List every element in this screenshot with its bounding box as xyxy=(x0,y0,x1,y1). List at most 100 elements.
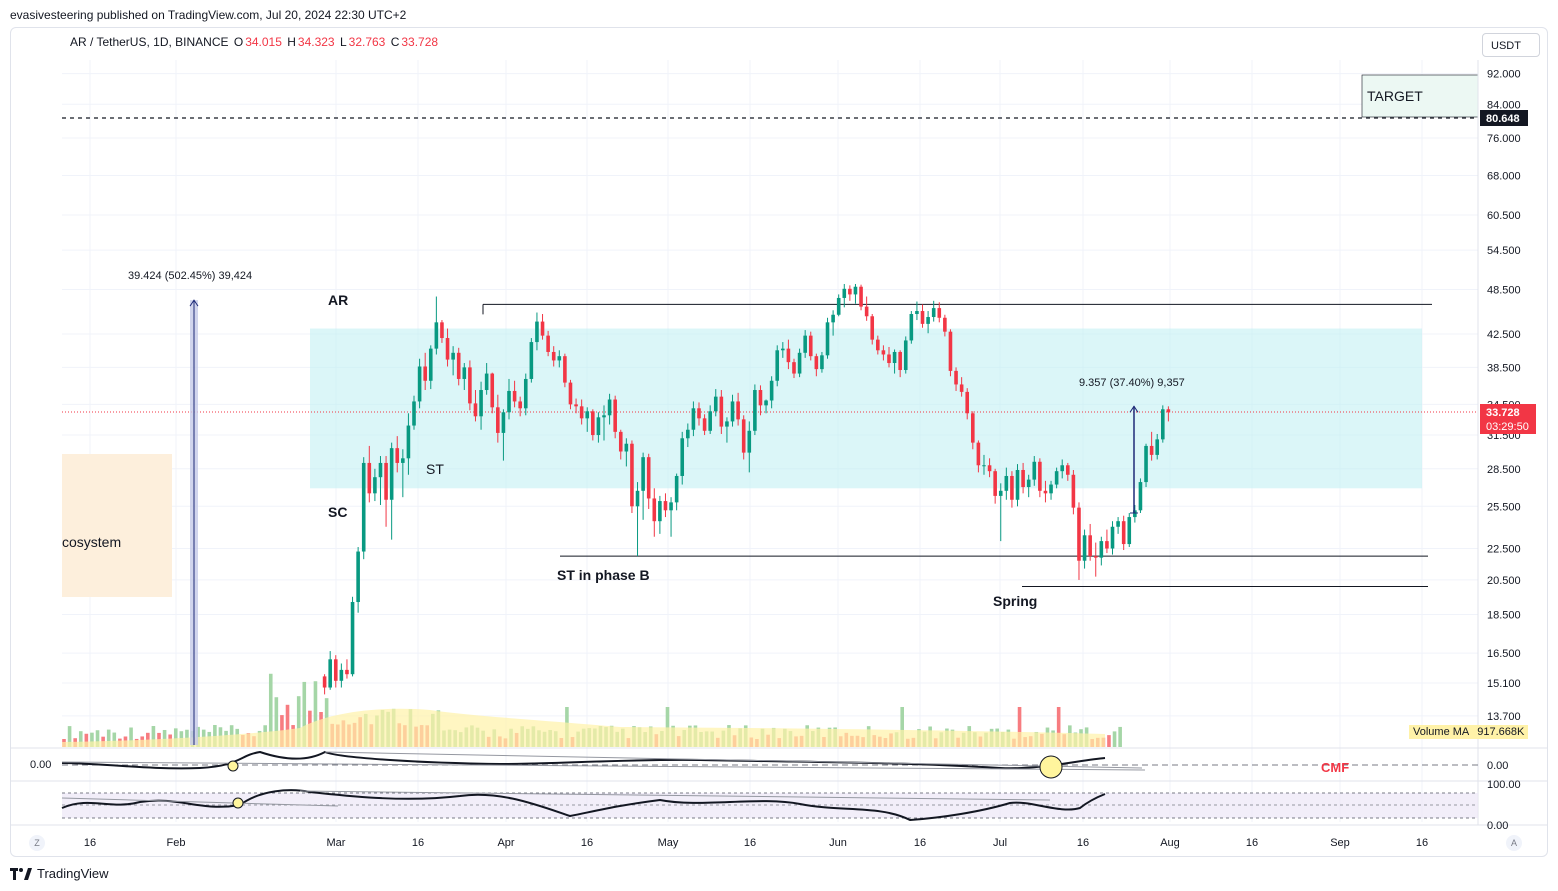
candle-body xyxy=(831,314,835,323)
cmf-marker xyxy=(1039,755,1063,779)
ecosystem-box xyxy=(62,454,172,597)
candle-body xyxy=(1060,465,1065,472)
candle-body xyxy=(808,335,813,357)
candle-body xyxy=(507,390,511,413)
candle-body xyxy=(775,350,780,381)
candle-body xyxy=(842,288,847,298)
symbol-info[interactable]: AR / TetherUS, 1D, BINANCE xyxy=(70,35,229,49)
time-tick-label: Apr xyxy=(497,837,514,849)
volume-bar xyxy=(900,707,904,747)
oscillator-trendline xyxy=(299,790,1051,801)
candle-body xyxy=(898,351,902,371)
oscillator-line xyxy=(61,789,1106,822)
price-tick-label: 20.500 xyxy=(1487,575,1521,587)
price-tick-label: 38.500 xyxy=(1487,362,1521,374)
candle-body xyxy=(669,502,673,511)
tradingview-brand: TradingView xyxy=(37,866,109,881)
volume-bar xyxy=(67,726,72,747)
candle-body xyxy=(971,413,975,443)
candle-body xyxy=(1026,479,1031,488)
price-tick-label: 13.700 xyxy=(1487,711,1521,723)
trading-range-box xyxy=(310,328,1422,489)
candle-body xyxy=(909,314,914,341)
candle-body xyxy=(1138,482,1143,511)
target-price-badge xyxy=(1480,110,1528,126)
candle-body xyxy=(1082,535,1087,561)
candle-body xyxy=(903,340,908,371)
candle-body xyxy=(646,457,651,499)
time-tick-label: 16 xyxy=(1077,837,1089,849)
candle-body xyxy=(322,676,327,688)
volume-badges: Volume MA 917.668K xyxy=(1409,725,1529,739)
open-value: 34.015 xyxy=(245,35,282,49)
label-sc: SC xyxy=(328,504,347,520)
price-tick-label: 16.500 xyxy=(1487,648,1521,660)
candle-body xyxy=(1004,475,1009,491)
price-tick-label: 22.500 xyxy=(1487,544,1521,556)
candle-body xyxy=(982,465,986,467)
price-tick-label: 92.000 xyxy=(1487,69,1521,81)
candle-body xyxy=(529,342,534,379)
candle-body xyxy=(401,458,405,463)
time-tick-label: Jun xyxy=(829,837,847,849)
time-tick-label: 16 xyxy=(412,837,424,849)
candle-body xyxy=(613,399,617,432)
candle-body xyxy=(630,443,634,507)
cmf-trendline xyxy=(61,761,1146,771)
candle-body xyxy=(691,408,696,430)
time-tick-label: Feb xyxy=(167,837,186,849)
candle-body xyxy=(926,317,930,324)
label-ar: AR xyxy=(328,292,348,308)
volume-bar xyxy=(95,730,100,747)
candle-body xyxy=(998,490,1003,496)
volume-bar xyxy=(162,729,167,747)
price-tick-label: 18.500 xyxy=(1487,610,1521,622)
candle-body xyxy=(730,401,735,422)
tradingview-logo[interactable]: TradingView xyxy=(10,866,109,881)
candle-body xyxy=(1110,526,1115,549)
candle-body xyxy=(976,442,981,466)
candle-body xyxy=(702,418,707,431)
auto-scale-button[interactable]: A xyxy=(1506,835,1522,851)
candle-body xyxy=(591,411,595,436)
candle-body xyxy=(814,356,819,370)
price-tick-label: 28.500 xyxy=(1487,464,1521,476)
time-tick-label: 16 xyxy=(84,837,96,849)
candle-body xyxy=(384,462,388,500)
candle-body xyxy=(462,367,467,379)
candle-body xyxy=(518,401,522,409)
candle-body xyxy=(1116,521,1120,527)
candle-body xyxy=(345,669,349,675)
volume-bar xyxy=(296,696,301,747)
candle-body xyxy=(563,356,567,383)
candle-body xyxy=(1015,469,1020,500)
zoom-reset-button[interactable]: Z xyxy=(29,835,45,851)
candle-body xyxy=(1121,521,1126,545)
candle-body xyxy=(1049,484,1053,494)
candle-body xyxy=(328,659,332,688)
candle-body xyxy=(596,417,601,436)
candle-body xyxy=(764,400,768,406)
candle-body xyxy=(456,352,461,379)
candle-body xyxy=(356,551,360,603)
label-st: ST xyxy=(426,461,444,477)
currency-button[interactable]: USDT xyxy=(1482,33,1540,57)
candle-body xyxy=(1166,409,1171,413)
candle-body xyxy=(361,462,366,552)
measure-right-arrowhead xyxy=(1129,405,1139,413)
candle-body xyxy=(574,404,578,407)
candle-body xyxy=(881,350,886,355)
candle-body xyxy=(792,362,796,374)
candle-body xyxy=(741,419,746,453)
candle-body xyxy=(468,367,472,404)
price-tick-label: 25.500 xyxy=(1487,501,1521,513)
volume-bar xyxy=(112,732,117,747)
volume-bar xyxy=(274,697,279,747)
candle-body xyxy=(417,366,422,402)
candle-body xyxy=(333,659,338,681)
candle-body xyxy=(786,348,791,363)
candles xyxy=(322,283,1171,695)
volume-bar xyxy=(302,681,307,747)
candle-body xyxy=(641,457,645,491)
